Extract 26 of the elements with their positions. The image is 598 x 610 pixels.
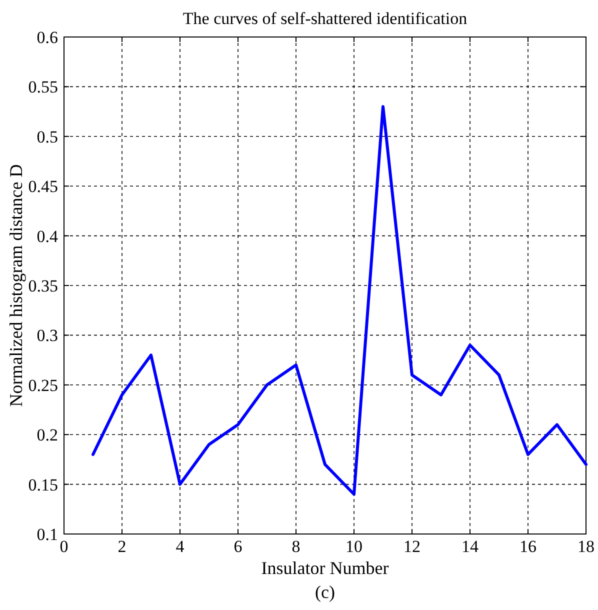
y-tick-label: 0.5: [36, 127, 58, 146]
y-tick-label: 0.1: [36, 525, 58, 544]
x-tick-label: 2: [118, 537, 126, 556]
x-tick-label: 12: [404, 537, 420, 556]
y-tick-label: 0.4: [36, 226, 58, 246]
x-tick-label: 4: [176, 537, 185, 556]
y-tick-label: 0.25: [28, 376, 58, 395]
line-series: [92, 105, 588, 496]
y-axis-title: Normalized histogram distance D: [6, 164, 26, 407]
chart-title: The curves of self-shattered identification: [182, 9, 468, 28]
x-tick-label: 8: [292, 537, 300, 556]
text: (c): [315, 582, 335, 602]
y-tick-label: 0.2: [36, 426, 58, 445]
y-tick-label: 0.55: [28, 78, 58, 97]
y-tick-label: 0.35: [28, 276, 58, 296]
x-tick-label: 18: [578, 537, 594, 556]
x-tick-label: 6: [234, 537, 242, 556]
y-tick-label: 0.6: [36, 28, 58, 47]
x-axis-title: Insulator Number: [261, 558, 389, 578]
y-tick-label: 0.3: [36, 326, 58, 346]
x-tick-label: 14: [462, 537, 479, 556]
y-tick-label: 0.15: [28, 475, 58, 494]
x-tick-label: 16: [520, 537, 536, 556]
x-tick-label: 10: [346, 537, 362, 556]
y-tick-label: 0.45: [28, 177, 58, 196]
x-tick-label: 0: [60, 537, 68, 556]
